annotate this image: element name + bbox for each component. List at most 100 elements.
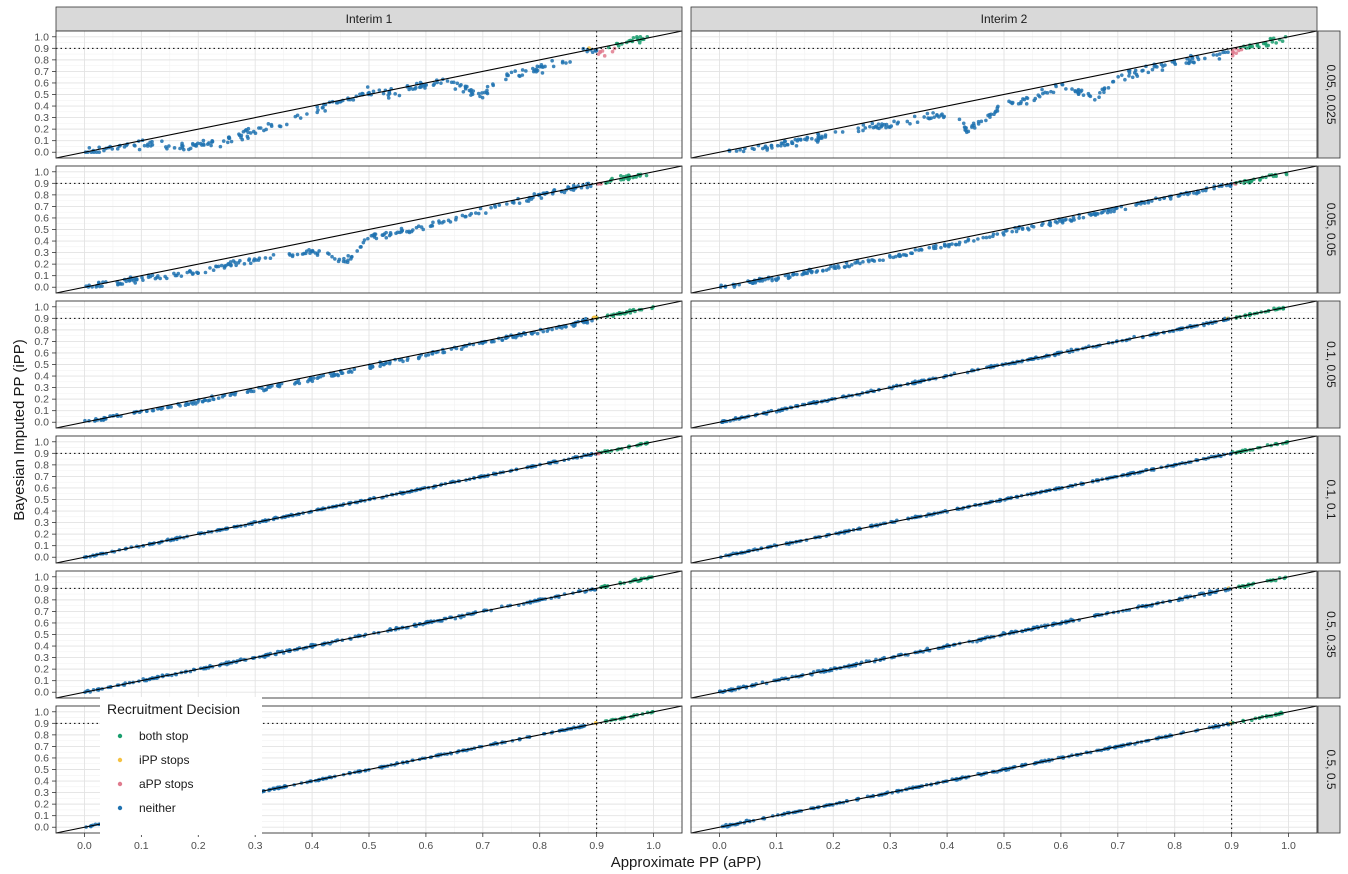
data-point (588, 184, 593, 189)
data-point (196, 271, 200, 275)
data-point (933, 246, 938, 251)
data-point (470, 91, 474, 96)
data-point (760, 146, 765, 151)
data-point (927, 245, 932, 250)
y-tick-label: 0.9 (34, 43, 49, 55)
data-point (783, 273, 788, 278)
data-point (539, 63, 544, 67)
y-tick-label: 0.5 (34, 629, 49, 641)
data-point (355, 249, 359, 253)
y-tick-label: 0.2 (34, 394, 49, 406)
data-point (1197, 190, 1201, 195)
data-point (454, 215, 459, 220)
data-point (211, 397, 216, 402)
data-point (1070, 87, 1074, 91)
data-point (794, 144, 799, 148)
data-point (1123, 77, 1127, 82)
data-point (485, 90, 489, 95)
x-tick-label: 0.3 (248, 840, 263, 852)
data-point (791, 272, 796, 276)
x-tick-label: 0.3 (883, 840, 898, 852)
y-tick-label: 0.3 (34, 517, 49, 529)
panel (690, 570, 1318, 699)
y-tick-label: 0.6 (34, 212, 49, 224)
data-point (333, 257, 337, 261)
data-point (244, 127, 248, 132)
data-point (972, 239, 976, 243)
data-point (277, 124, 282, 128)
data-point (800, 272, 804, 277)
data-point (1048, 223, 1053, 228)
data-point (388, 231, 393, 235)
data-point (141, 278, 145, 282)
data-point (903, 253, 908, 257)
y-tick-label: 1.0 (34, 706, 49, 718)
data-point (509, 70, 514, 75)
panel-border (55, 300, 683, 429)
data-point (752, 147, 756, 152)
y-tick-label: 1.0 (34, 31, 49, 43)
data-point (459, 83, 463, 87)
data-point (932, 115, 937, 119)
data-point (461, 89, 466, 94)
y-tick-label: 0.1 (34, 135, 49, 147)
data-point (513, 69, 517, 73)
data-point (888, 255, 892, 259)
data-point (1123, 207, 1128, 212)
data-point (277, 384, 282, 389)
data-point (426, 352, 431, 357)
data-point (442, 350, 447, 355)
data-point (454, 346, 459, 351)
data-point (551, 64, 556, 69)
data-point (1134, 203, 1138, 207)
panel-border (55, 30, 683, 159)
y-tick-label: 0.7 (34, 606, 49, 618)
data-point (476, 211, 481, 216)
data-point (1231, 50, 1236, 54)
data-point (888, 125, 892, 129)
data-point (505, 73, 509, 78)
data-point (1203, 188, 1208, 193)
data-point (201, 138, 206, 143)
data-point (541, 329, 546, 334)
y-tick-label: 0.4 (34, 776, 49, 788)
data-point (635, 34, 639, 39)
data-point (814, 270, 819, 274)
data-point (262, 128, 266, 133)
data-point (366, 236, 370, 241)
x-axis-title: Approximate PP (aPP) (611, 854, 762, 871)
data-point (1087, 93, 1091, 98)
data-point (348, 369, 352, 373)
data-point (365, 85, 370, 89)
data-point (763, 277, 767, 282)
reference-line (690, 435, 1318, 564)
data-point (935, 113, 939, 118)
data-point (228, 393, 233, 398)
data-point (863, 126, 868, 130)
data-point (884, 122, 889, 127)
data-point (145, 409, 149, 414)
data-point (329, 374, 334, 378)
row-strip (1317, 435, 1341, 564)
data-point (1064, 87, 1068, 91)
panel (690, 435, 1318, 564)
data-point (513, 335, 518, 340)
data-point (239, 133, 244, 138)
data-point (464, 214, 468, 219)
data-point (97, 150, 102, 155)
data-point (856, 126, 861, 131)
data-point (804, 138, 809, 142)
panel-border (55, 165, 683, 294)
data-point (770, 276, 774, 281)
data-point (873, 125, 877, 129)
data-point (858, 261, 862, 266)
data-point (386, 96, 391, 100)
panel-border (55, 705, 683, 834)
data-point (346, 253, 350, 258)
panel: 0.00.10.20.30.40.50.60.70.80.91.0 (34, 300, 683, 429)
data-point (1076, 90, 1080, 95)
panel (690, 30, 1318, 159)
data-point (172, 146, 177, 150)
